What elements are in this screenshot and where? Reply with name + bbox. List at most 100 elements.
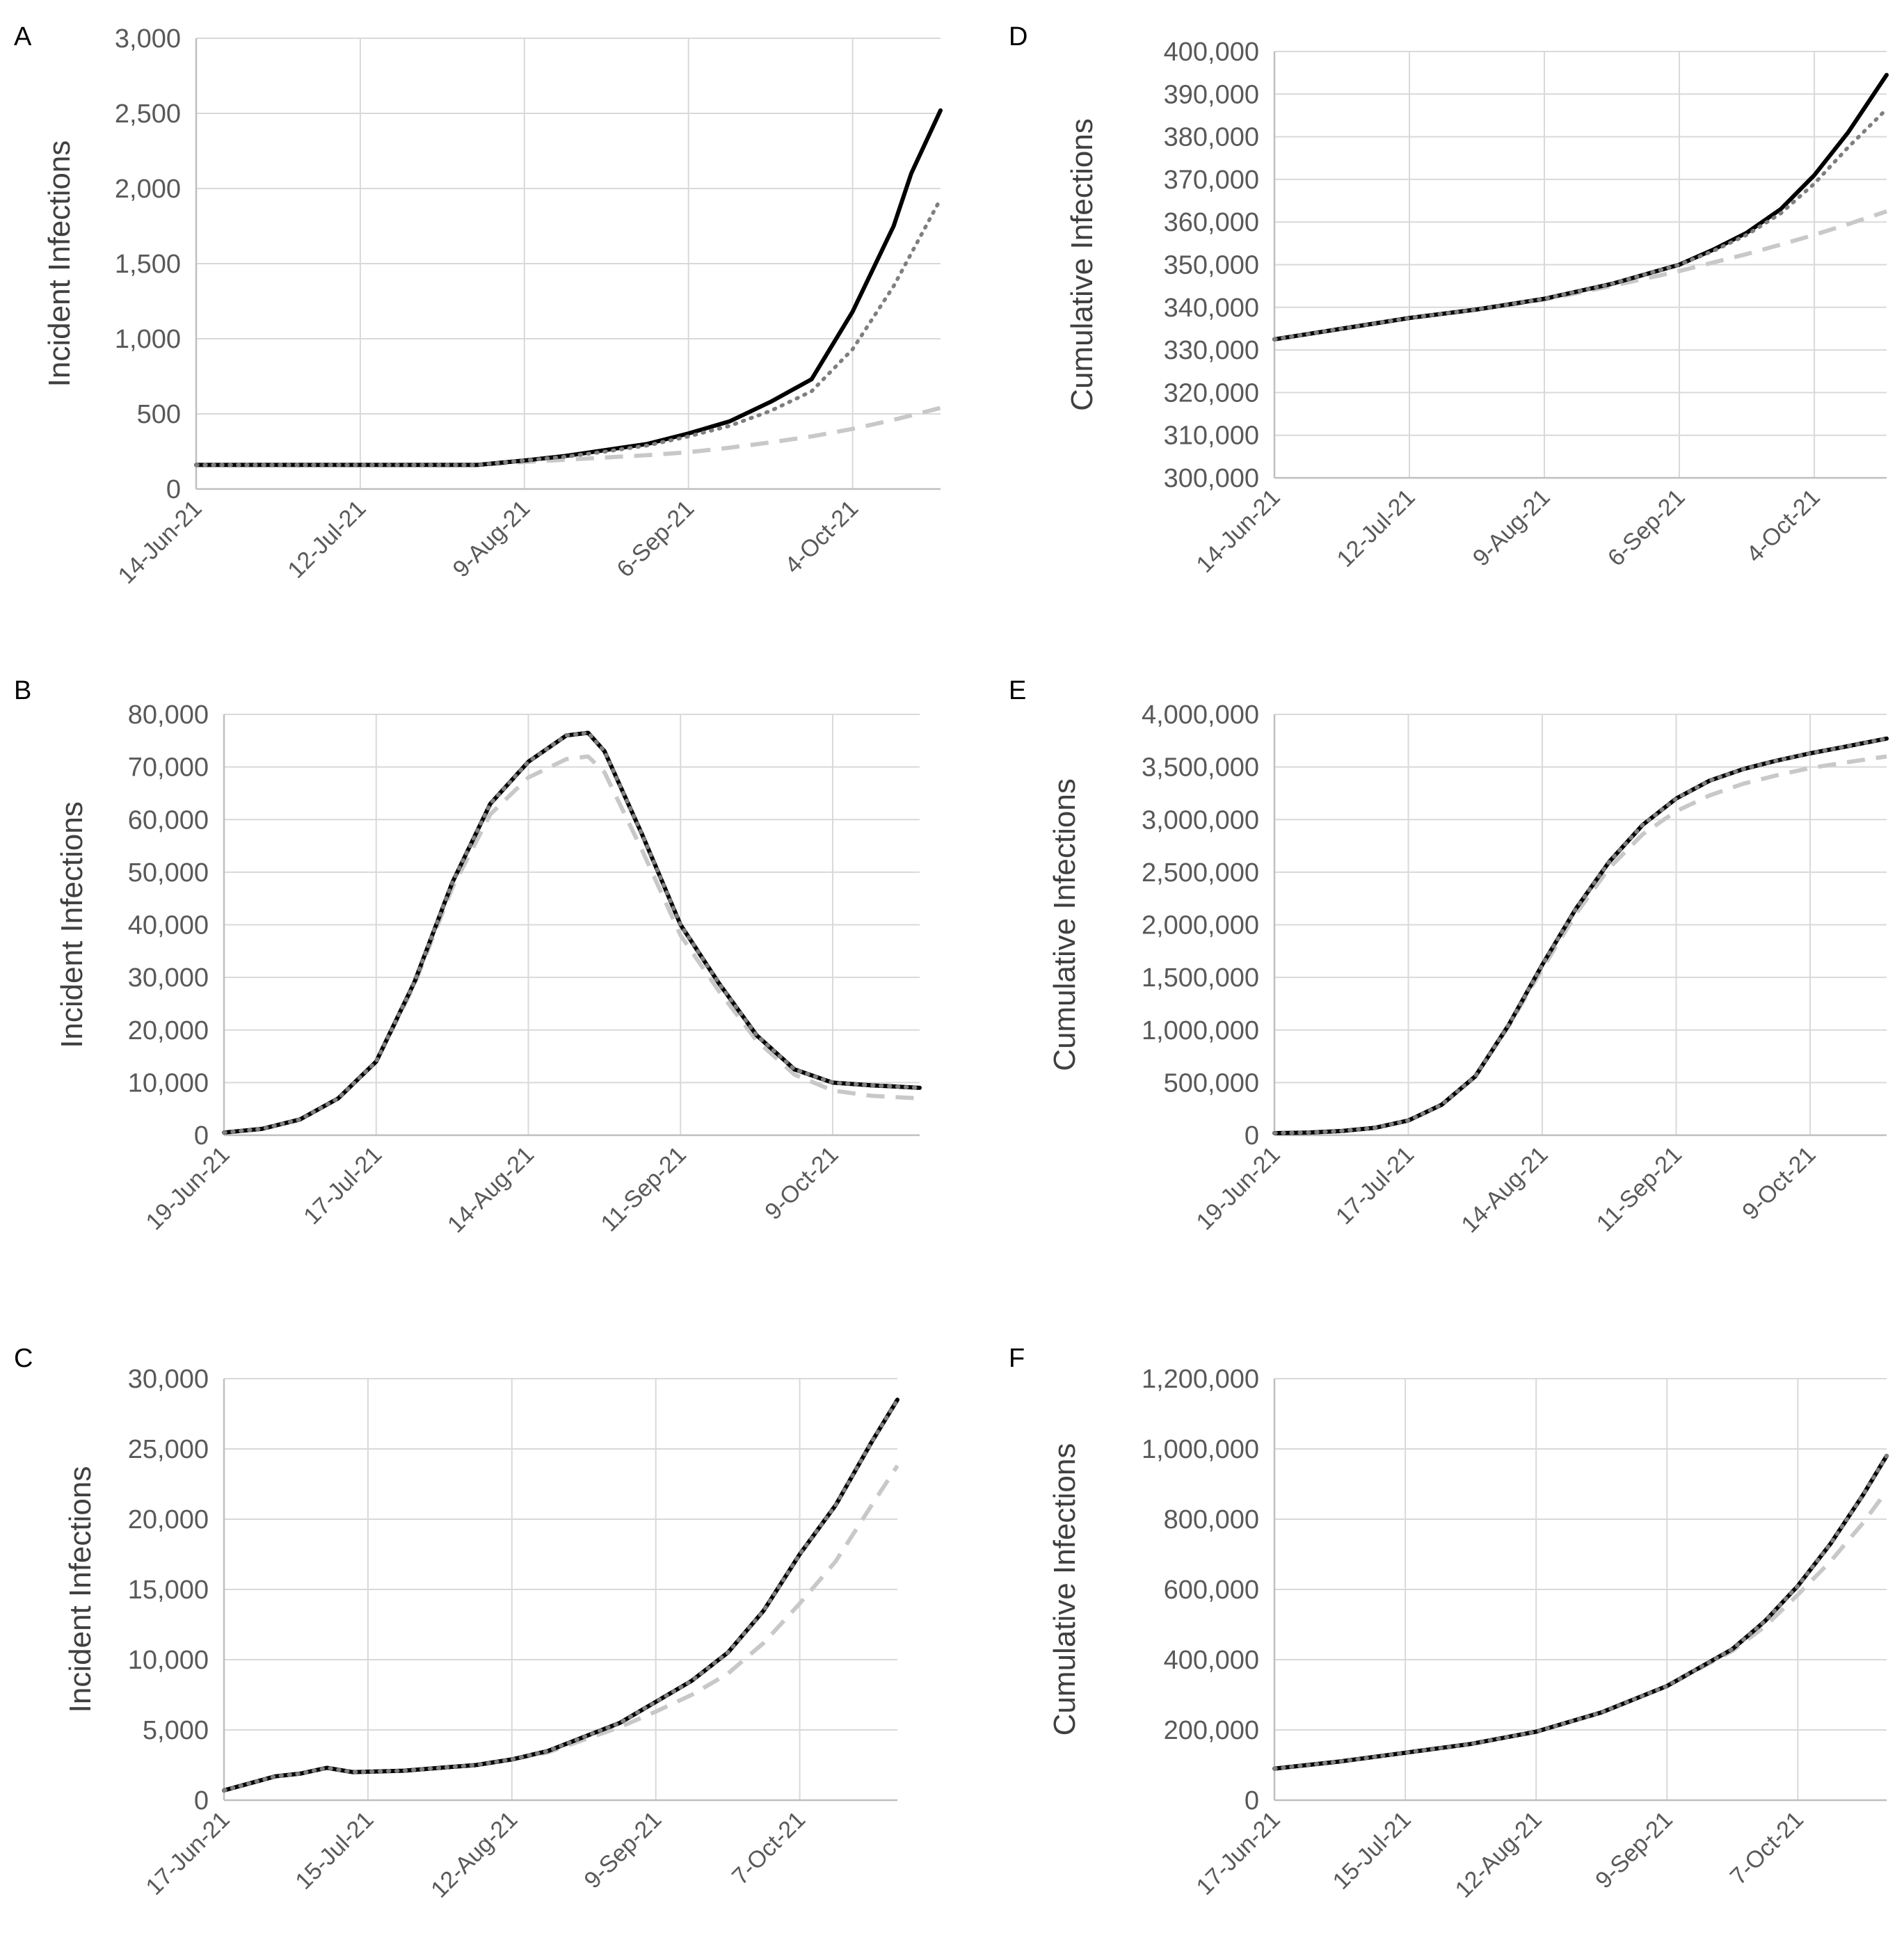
chart-panel-e: E 0 500,000 1,000,000 1,500,000 2,000,000 2,50… — [1009, 676, 1889, 1238]
y-tick-label: 350,000 — [1164, 251, 1259, 280]
y-tick-label: 70,000 — [128, 753, 209, 783]
x-tick-label: 6-Sep-21 — [612, 495, 700, 583]
y-tick-label: 40,000 — [128, 911, 209, 940]
series-line-dashed — [1274, 209, 1887, 342]
x-tick-label: 7-Oct-21 — [727, 1806, 810, 1890]
chart-panel-b: B 0 10,000 20,000 30,000 40,000 50,000 60,000 70… — [14, 676, 922, 1238]
panel-letter: A — [14, 22, 32, 51]
x-tick-label: 12-Aug-21 — [426, 1806, 522, 1903]
x-tick-label: 17-Jun-21 — [1192, 1806, 1286, 1900]
series-line-solid — [1272, 72, 1889, 342]
x-tick-label: 9-Oct-21 — [760, 1141, 843, 1225]
y-tick-label: 400,000 — [1164, 1646, 1259, 1675]
y-tick-label: 1,200,000 — [1142, 1365, 1259, 1394]
y-tick-label: 1,500 — [115, 250, 181, 279]
y-tick-label: 330,000 — [1164, 336, 1259, 365]
chart-panel-a: A 0 500 1,000 1,500 2,000 2,500 3,000 14-Jun-21 1… — [14, 22, 943, 589]
x-tick-label: 19-Jun-21 — [141, 1141, 235, 1235]
y-tick-label: 2,500 — [115, 99, 181, 129]
panel-letter: E — [1009, 676, 1026, 705]
y-tick-label: 15,000 — [128, 1576, 209, 1605]
y-tick-label: 360,000 — [1164, 208, 1259, 237]
y-tick-label: 300,000 — [1164, 464, 1259, 493]
series-line-dotted — [222, 730, 922, 1135]
x-tick-label: 15-Jul-21 — [290, 1806, 378, 1895]
x-tick-label: 9-Oct-21 — [1737, 1141, 1821, 1225]
x-tick-label: 17-Jul-21 — [1331, 1141, 1419, 1230]
x-tick-label: 12-Jul-21 — [282, 495, 371, 584]
y-tick-label: 20,000 — [128, 1016, 209, 1045]
x-tick-label: 14-Jun-21 — [1192, 484, 1286, 578]
x-tick-label: 14-Jun-21 — [113, 495, 207, 589]
x-tick-label: 11-Sep-21 — [596, 1141, 691, 1237]
series-line-solid — [1272, 736, 1889, 1135]
y-tick-label: 30,000 — [128, 1365, 209, 1394]
y-tick-label: 10,000 — [128, 1068, 209, 1098]
panel-letter: B — [14, 676, 31, 705]
x-tick-label: 19-Jun-21 — [1192, 1141, 1286, 1235]
y-tick-label: 2,500,000 — [1142, 858, 1259, 888]
y-tick-label: 500,000 — [1164, 1068, 1259, 1098]
y-tick-label: 370,000 — [1164, 166, 1259, 195]
chart-panel-f: F 0 200,000 400,000 600,000 800,000 1,000,000 1… — [1009, 1344, 1889, 1903]
x-tick-label: 15-Jul-21 — [1328, 1806, 1416, 1895]
y-tick-label: 800,000 — [1164, 1505, 1259, 1534]
panel-letter: D — [1009, 22, 1027, 51]
x-tick-label: 9-Aug-21 — [1468, 484, 1555, 572]
y-tick-label: 0 — [194, 1121, 209, 1151]
series-line-solid — [222, 730, 922, 1135]
y-tick-label: 0 — [1245, 1786, 1259, 1815]
y-tick-label: 2,000 — [115, 175, 181, 204]
chart-panel-c: C 0 5,000 10,000 15,000 20,000 25,000 30,000 17-… — [14, 1344, 899, 1903]
series-line-dotted — [1272, 1454, 1889, 1771]
x-tick-label: 9-Sep-21 — [1590, 1806, 1678, 1894]
x-tick-label: 17-Jun-21 — [141, 1806, 235, 1900]
y-tick-label: 5,000 — [143, 1716, 209, 1745]
y-axis-title: Cumulative Infections — [1048, 1443, 1082, 1736]
x-tick-label: 12-Jul-21 — [1332, 484, 1421, 572]
series-line-dashed — [1274, 754, 1887, 1135]
y-tick-label: 320,000 — [1164, 378, 1259, 408]
y-tick-label: 390,000 — [1164, 80, 1259, 109]
y-tick-label: 3,000 — [115, 24, 181, 54]
y-tick-label: 0 — [194, 1786, 209, 1815]
panel-letter: F — [1009, 1344, 1025, 1373]
x-tick-label: 7-Oct-21 — [1725, 1806, 1809, 1890]
y-tick-label: 0 — [1245, 1121, 1259, 1151]
y-tick-label: 80,000 — [128, 700, 209, 730]
y-tick-label: 3,000,000 — [1142, 805, 1259, 835]
y-tick-label: 1,000 — [115, 325, 181, 354]
x-tick-label: 14-Aug-21 — [1457, 1141, 1553, 1238]
y-tick-label: 30,000 — [128, 963, 209, 993]
y-tick-label: 3,500,000 — [1142, 753, 1259, 783]
y-axis-title: Cumulative Infections — [1048, 778, 1082, 1071]
y-axis-title: Incident Infections — [55, 801, 89, 1048]
series-line-solid — [194, 108, 943, 467]
y-tick-label: 200,000 — [1164, 1716, 1259, 1745]
series-line-dotted — [1272, 737, 1889, 1135]
y-tick-label: 600,000 — [1164, 1576, 1259, 1605]
y-tick-label: 60,000 — [128, 805, 209, 835]
y-axis-title: Cumulative Infections — [1065, 118, 1099, 411]
y-tick-label: 380,000 — [1164, 123, 1259, 152]
y-tick-label: 4,000,000 — [1142, 700, 1259, 730]
x-tick-label: 4-Oct-21 — [1741, 484, 1825, 568]
y-tick-label: 25,000 — [128, 1435, 209, 1464]
y-tick-label: 1,000,000 — [1142, 1435, 1259, 1464]
y-tick-label: 0 — [166, 475, 181, 504]
x-tick-label: 11-Sep-21 — [1592, 1141, 1687, 1237]
x-tick-label: 9-Aug-21 — [448, 495, 536, 583]
y-tick-label: 10,000 — [128, 1646, 209, 1675]
y-tick-label: 500 — [137, 400, 181, 429]
chart-panel-d: D 300,000 310,000 320,000 330,000 340,000 350,… — [1009, 22, 1889, 578]
y-axis-title: Incident Infections — [63, 1466, 97, 1713]
series-line-dotted — [1272, 107, 1889, 342]
y-tick-label: 50,000 — [128, 858, 209, 888]
y-tick-label: 400,000 — [1164, 38, 1259, 67]
y-tick-label: 20,000 — [128, 1505, 209, 1534]
series-line-solid — [1272, 1454, 1889, 1771]
y-tick-label: 310,000 — [1164, 422, 1259, 451]
x-tick-label: 17-Jul-21 — [298, 1141, 387, 1230]
x-tick-label: 14-Aug-21 — [442, 1141, 539, 1238]
y-tick-label: 1,500,000 — [1142, 963, 1259, 993]
